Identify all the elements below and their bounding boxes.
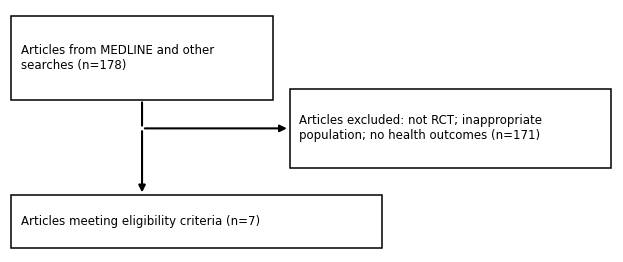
FancyBboxPatch shape [11,16,273,100]
Text: Articles excluded: not RCT; inappropriate
population; no health outcomes (n=171): Articles excluded: not RCT; inappropriat… [299,114,542,142]
FancyBboxPatch shape [11,195,382,248]
Text: Articles meeting eligibility criteria (n=7): Articles meeting eligibility criteria (n… [21,215,260,228]
Text: Articles from MEDLINE and other
searches (n=178): Articles from MEDLINE and other searches… [21,44,214,72]
FancyBboxPatch shape [290,89,611,168]
